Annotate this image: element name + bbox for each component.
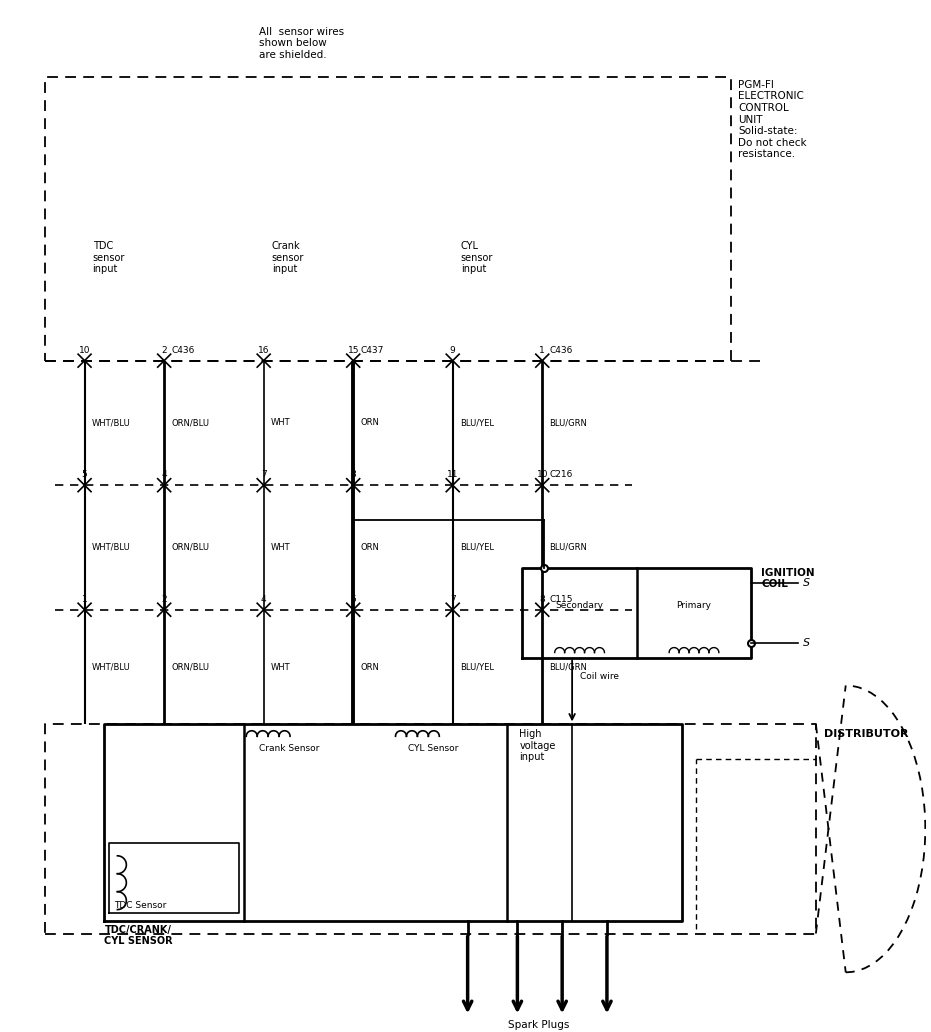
Text: Spark Plugs: Spark Plugs xyxy=(507,1021,569,1030)
Text: 11: 11 xyxy=(447,471,458,479)
Text: Crank
sensor
input: Crank sensor input xyxy=(272,241,304,275)
Text: ORN/BLU: ORN/BLU xyxy=(171,418,209,427)
Text: TDC
sensor
input: TDC sensor input xyxy=(92,241,125,275)
Text: Crank Sensor: Crank Sensor xyxy=(259,744,319,753)
Text: BLU/GRN: BLU/GRN xyxy=(549,543,587,552)
Text: C436: C436 xyxy=(171,346,195,355)
Text: All  sensor wires
shown below
are shielded.: All sensor wires shown below are shielde… xyxy=(259,27,344,60)
Text: C437: C437 xyxy=(360,346,384,355)
Text: S: S xyxy=(803,578,810,588)
Text: PGM-FI
ELECTRONIC
CONTROL
UNIT
Solid-state:
Do not check
resistance.: PGM-FI ELECTRONIC CONTROL UNIT Solid-sta… xyxy=(738,79,807,159)
Text: Secondary: Secondary xyxy=(556,602,603,610)
Text: ORN/BLU: ORN/BLU xyxy=(171,663,209,672)
Text: 1: 1 xyxy=(539,346,546,355)
Text: Coil wire: Coil wire xyxy=(580,672,619,681)
Text: 2: 2 xyxy=(161,346,167,355)
Text: ORN: ORN xyxy=(360,663,379,672)
Text: 5: 5 xyxy=(82,471,88,479)
Text: TDC/CRANK/
CYL SENSOR: TDC/CRANK/ CYL SENSOR xyxy=(104,925,173,946)
Text: C115: C115 xyxy=(549,594,573,604)
Text: ORN: ORN xyxy=(360,418,379,427)
Text: High
voltage
input: High voltage input xyxy=(519,730,556,763)
Text: WHT/BLU: WHT/BLU xyxy=(91,663,130,672)
Text: 5: 5 xyxy=(350,594,356,604)
Text: WHT: WHT xyxy=(271,663,290,672)
Text: 2: 2 xyxy=(161,594,167,604)
Text: CYL
sensor
input: CYL sensor input xyxy=(461,241,493,275)
Text: WHT/BLU: WHT/BLU xyxy=(91,418,130,427)
Text: ORN: ORN xyxy=(360,543,379,552)
Text: 4: 4 xyxy=(161,471,167,479)
Text: 10: 10 xyxy=(536,471,548,479)
Text: BLU/GRN: BLU/GRN xyxy=(549,663,587,672)
Text: 8: 8 xyxy=(539,594,546,604)
Text: C436: C436 xyxy=(549,346,573,355)
Text: WHT: WHT xyxy=(271,543,290,552)
Text: BLU/YEL: BLU/YEL xyxy=(460,418,493,427)
Text: 7: 7 xyxy=(261,471,266,479)
Text: 10: 10 xyxy=(79,346,90,355)
Text: WHT: WHT xyxy=(271,418,290,427)
Text: 9: 9 xyxy=(450,346,455,355)
Text: Primary: Primary xyxy=(677,602,711,610)
Text: BLU/YEL: BLU/YEL xyxy=(460,663,493,672)
Text: DISTRIBUTOR: DISTRIBUTOR xyxy=(824,730,909,739)
Text: 16: 16 xyxy=(258,346,269,355)
Text: CYL Sensor: CYL Sensor xyxy=(408,744,458,753)
Text: TDC Sensor: TDC Sensor xyxy=(115,901,167,909)
Text: IGNITION
COIL: IGNITION COIL xyxy=(762,568,815,589)
Text: 7: 7 xyxy=(450,594,455,604)
Text: BLU/GRN: BLU/GRN xyxy=(549,418,587,427)
Text: 4: 4 xyxy=(261,594,266,604)
Text: ORN/BLU: ORN/BLU xyxy=(171,543,209,552)
Text: WHT/BLU: WHT/BLU xyxy=(91,543,130,552)
Text: 15: 15 xyxy=(347,346,359,355)
Text: 8: 8 xyxy=(350,471,356,479)
Text: 1: 1 xyxy=(82,594,88,604)
Text: BLU/YEL: BLU/YEL xyxy=(460,543,493,552)
Text: S: S xyxy=(803,638,810,648)
Text: C216: C216 xyxy=(549,471,573,479)
